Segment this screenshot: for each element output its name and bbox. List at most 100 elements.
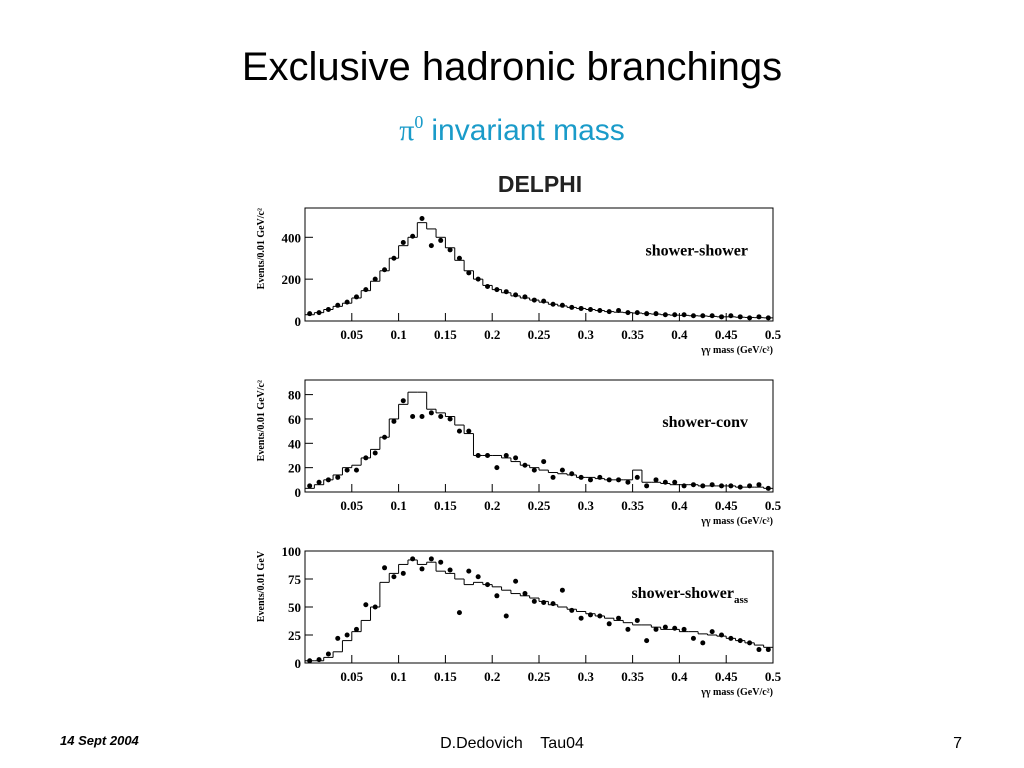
y-tick-label: 0 [295, 314, 302, 329]
data-point [466, 428, 472, 434]
y-tick-label: 40 [288, 436, 301, 451]
data-point [363, 602, 369, 608]
x-tick-label: 0.25 [528, 669, 551, 684]
x-tick-label: 0.4 [671, 498, 688, 513]
data-point [307, 483, 313, 489]
annotation-text: shower-conv [662, 414, 748, 431]
data-point [456, 610, 462, 616]
y-tick-label: 60 [288, 412, 301, 427]
data-point [531, 467, 537, 473]
experiment: DELPHI [498, 171, 582, 197]
data-point [653, 477, 659, 483]
data-point [672, 479, 678, 485]
data-point [391, 574, 397, 580]
data-point [494, 593, 500, 599]
x-tick-label: 0.15 [434, 498, 457, 513]
data-point [756, 482, 762, 488]
data-point [494, 465, 500, 471]
data-point [578, 615, 584, 621]
data-point [466, 568, 472, 574]
data-point [344, 632, 350, 638]
data-point [438, 559, 444, 565]
data-point [400, 570, 406, 576]
x-tick-label: 0.15 [434, 669, 457, 684]
data-point [513, 578, 519, 584]
data-point [653, 626, 659, 632]
data-point [447, 567, 453, 573]
data-point [344, 299, 350, 305]
data-point [372, 450, 378, 456]
data-point [382, 565, 388, 571]
x-tick-label: 0.4 [671, 327, 688, 342]
data-point [616, 615, 622, 621]
data-point [709, 629, 715, 635]
annotation: shower-shower [646, 242, 749, 259]
data-point [400, 398, 406, 404]
plot-frame [304, 207, 774, 322]
x-axis-label: γγ mass (GeV/c²) [700, 516, 773, 527]
annotation-text: shower-shower [646, 242, 749, 259]
data-point [522, 591, 528, 597]
data-point [428, 410, 434, 416]
data-point [438, 237, 444, 243]
data-point [559, 302, 565, 308]
data-point [372, 276, 378, 282]
x-tick-label: 0.5 [765, 669, 782, 684]
data-point [410, 414, 416, 420]
data-point [447, 247, 453, 253]
data-point [587, 612, 593, 618]
data-point [559, 467, 565, 473]
annotation-subscript: ass [734, 594, 749, 606]
data-point [391, 418, 397, 424]
x-tick-label: 0.1 [390, 498, 406, 513]
data-point [644, 638, 650, 644]
data-point [728, 313, 734, 319]
data-point [634, 474, 640, 480]
data-point [325, 651, 331, 657]
y-tick-label: 50 [288, 600, 301, 615]
y-tick-label: 75 [288, 572, 302, 587]
y-tick-label: 200 [282, 272, 302, 287]
y-axis-label: Events/0.01 GeV/c² [256, 208, 267, 289]
y-tick-label: 400 [282, 230, 302, 245]
x-tick-label: 0.45 [715, 669, 738, 684]
data-point [400, 240, 406, 246]
data-point [587, 477, 593, 483]
x-axis-label: γγ mass (GeV/c²) [700, 345, 773, 356]
footer-date: 14 Sept 2004 [60, 733, 140, 748]
data-point [335, 635, 341, 641]
footer-center: D.Dedovich Tau04 [440, 735, 584, 752]
y-tick-label: 0 [295, 485, 302, 500]
x-axis-label: γγ mass (GeV/c²) [700, 687, 773, 698]
data-point [644, 483, 650, 489]
x-tick-label: 0.45 [715, 498, 738, 513]
data-point [709, 313, 715, 319]
data-point [662, 479, 668, 485]
data-point [681, 626, 687, 632]
data-point [485, 283, 491, 289]
data-point [681, 312, 687, 318]
x-tick-label: 0.1 [390, 327, 406, 342]
data-point [316, 657, 322, 663]
data-point [625, 479, 631, 485]
data-point [747, 483, 753, 489]
x-tick-label: 0.2 [484, 669, 500, 684]
data-point [569, 607, 575, 613]
data-point [316, 479, 322, 485]
data-point [569, 471, 575, 477]
data-point [503, 613, 509, 619]
x-tick-label: 0.35 [621, 669, 644, 684]
data-point [690, 635, 696, 641]
data-point [559, 587, 565, 593]
x-tick-label: 0.25 [528, 498, 551, 513]
data-point [466, 270, 472, 276]
data-point [335, 302, 341, 308]
x-tick-label: 0.5 [765, 498, 782, 513]
data-point [419, 414, 425, 420]
data-point [597, 474, 603, 480]
data-point [765, 647, 771, 653]
x-tick-label: 0.25 [528, 327, 551, 342]
data-point [672, 625, 678, 631]
data-point [756, 647, 762, 653]
